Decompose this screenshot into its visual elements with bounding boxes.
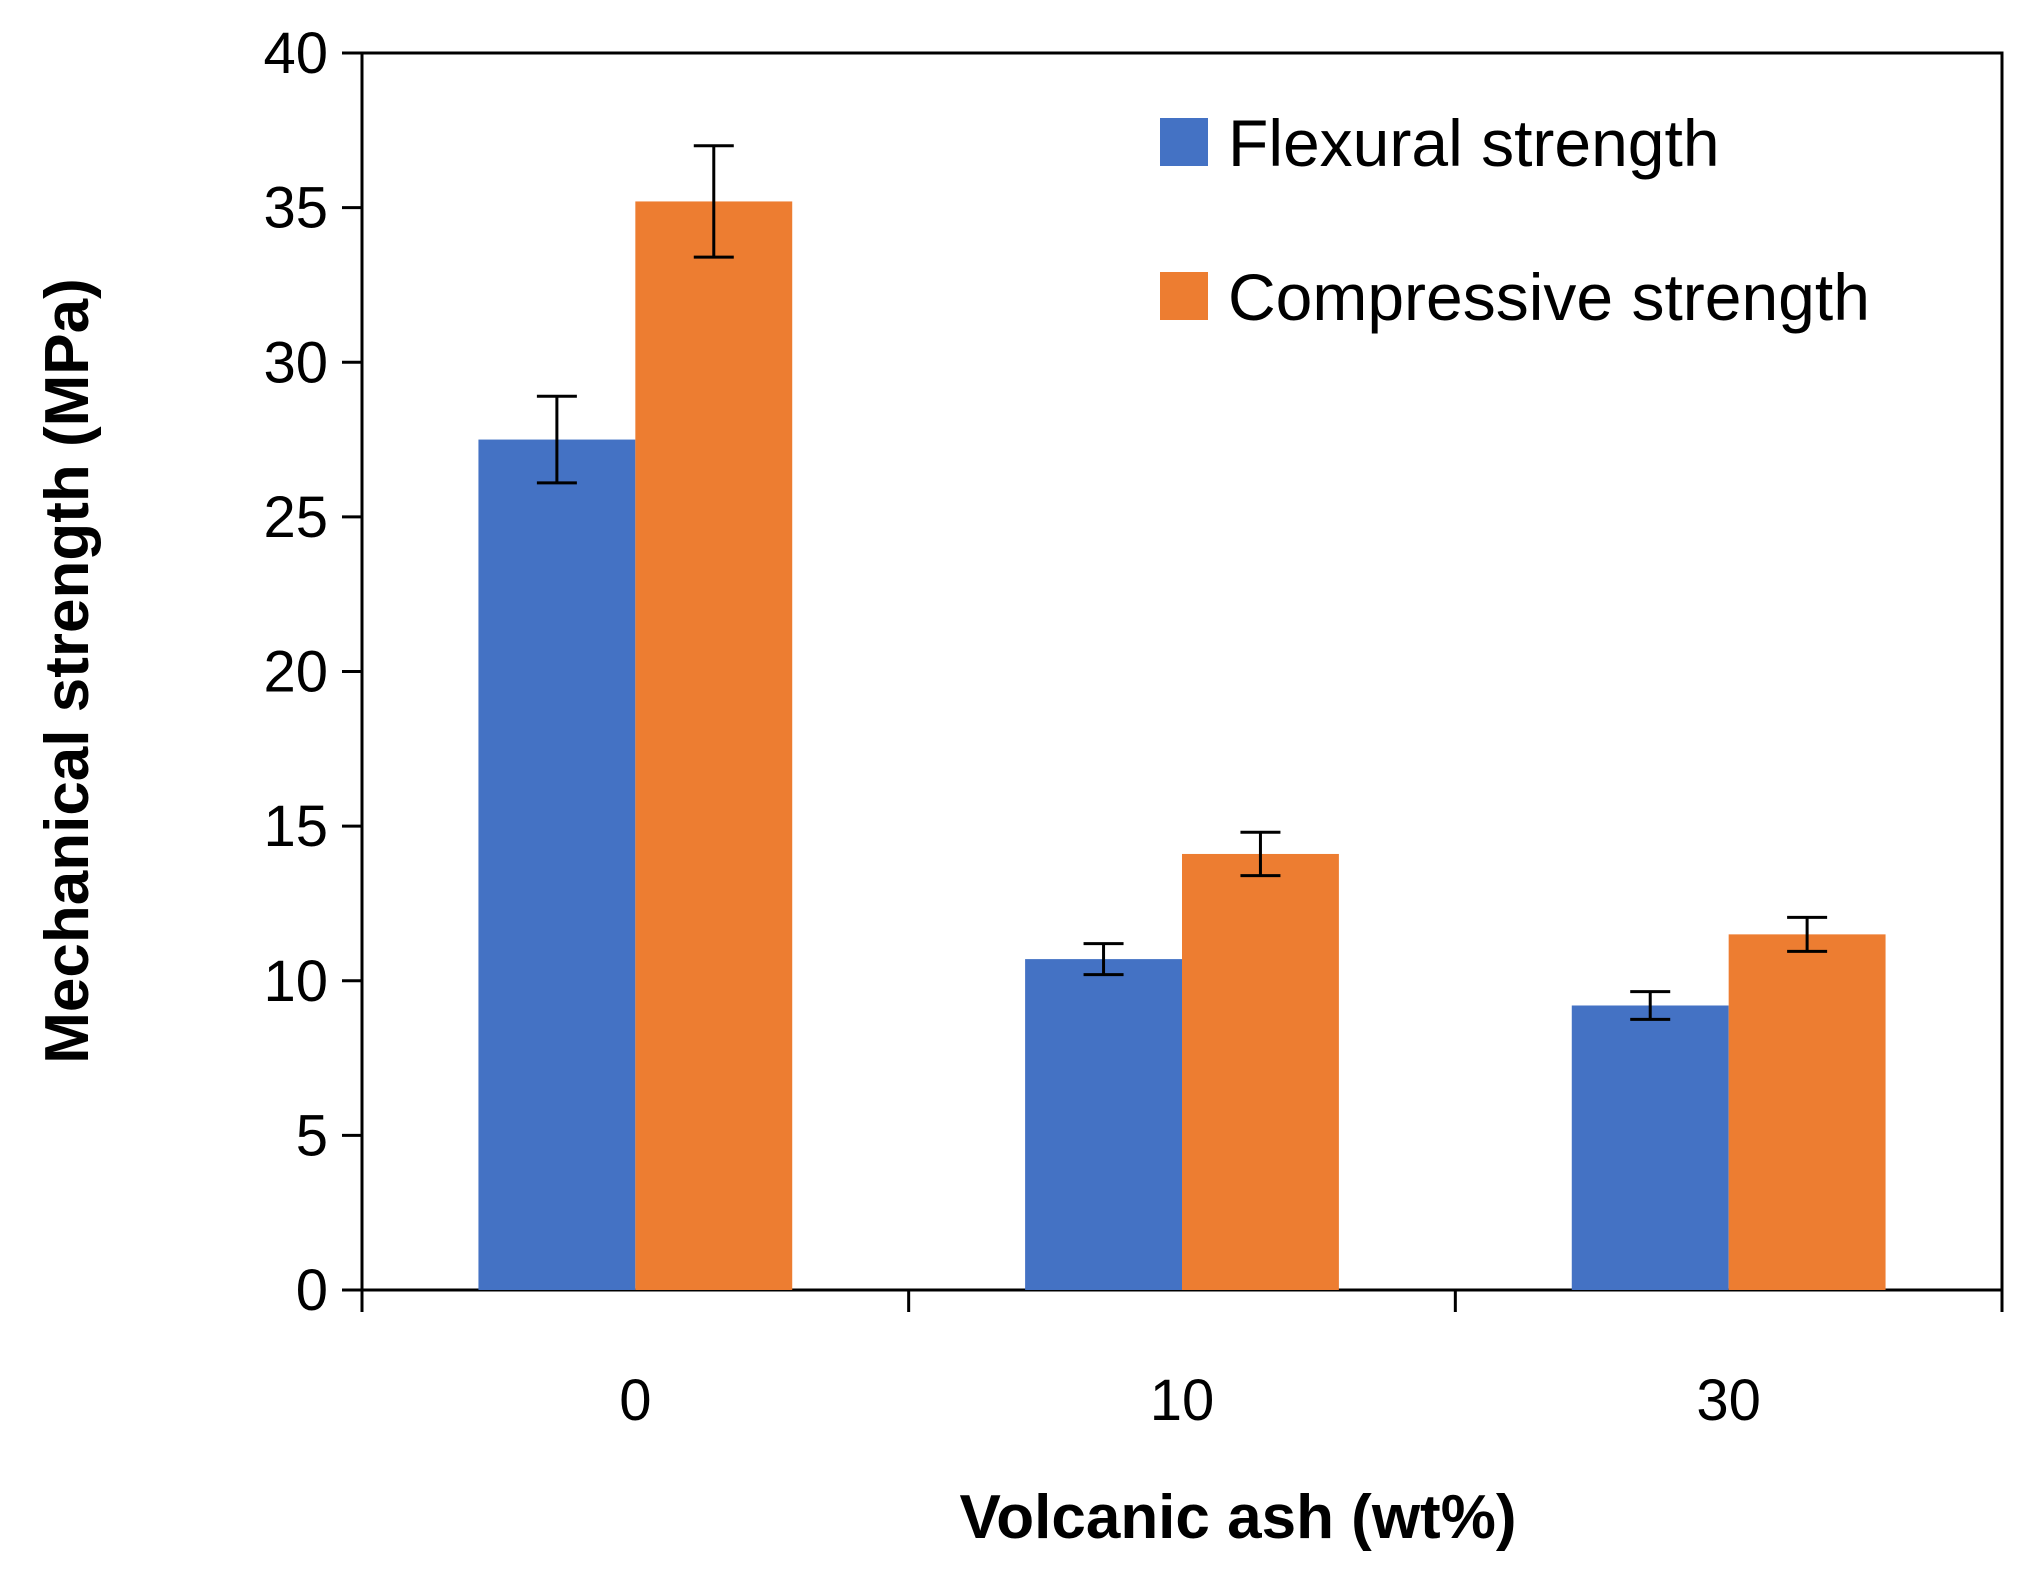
y-tick-label: 30 [263,330,328,395]
legend-label-flexural: Flexural strength [1228,106,1720,180]
x-axis: 0 10 30 [360,1290,2004,1433]
bar-compressive-30 [1728,934,1886,1290]
y-tick-label: 40 [263,21,328,86]
y-tick-label: 15 [263,794,328,859]
bar-flexural-30 [1571,1005,1729,1290]
y-axis-title: Mechanical strength (MPa) [33,278,102,1063]
error-bars-group [536,144,1828,1021]
bar-flexural-10 [1025,959,1182,1290]
y-tick-label: 25 [263,485,328,550]
bar-flexural-0 [478,439,636,1290]
x-axis-title: Volcanic ash (wt%) [960,1483,1517,1552]
x-tick-label: 0 [619,1368,651,1433]
legend-swatch-flexural [1160,118,1208,166]
legend-swatch-compressive [1160,272,1208,320]
bar-compressive-0 [635,201,793,1291]
bars-group [478,201,1886,1291]
x-tick-label: 10 [1150,1368,1215,1433]
y-axis: 0 5 10 15 20 25 30 35 40 [263,21,362,1323]
legend: Flexural strength Compressive strength [1160,106,1870,334]
x-tick-label: 30 [1696,1368,1761,1433]
bar-compressive-10 [1182,853,1339,1290]
y-tick-label: 20 [263,640,328,705]
legend-label-compressive: Compressive strength [1228,260,1870,334]
y-tick-label: 0 [296,1258,328,1323]
y-tick-label: 5 [296,1103,328,1168]
y-tick-label: 10 [263,949,328,1014]
y-tick-label: 35 [263,176,328,241]
